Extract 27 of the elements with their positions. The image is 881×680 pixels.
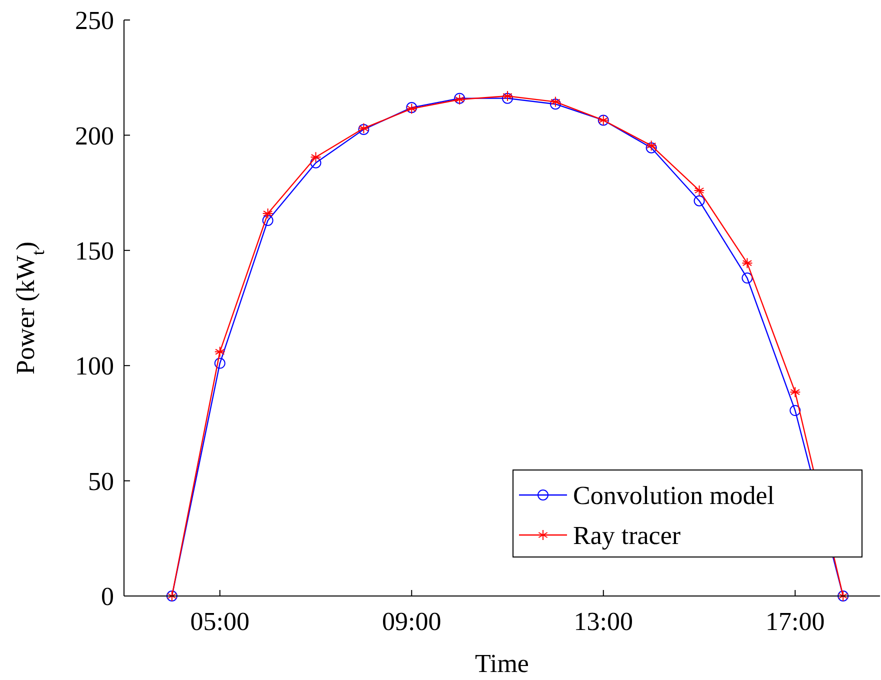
y-tick-label: 100: [75, 352, 114, 381]
point: [310, 157, 322, 168]
x-tick-label: 13:00: [574, 607, 634, 636]
y-tick-label: 50: [88, 466, 114, 496]
point: [214, 346, 226, 358]
y-tick-label: 150: [75, 236, 114, 266]
point: [742, 258, 753, 269]
point: [262, 214, 274, 226]
point: [550, 96, 561, 108]
x-tick-label: 09:00: [382, 607, 442, 636]
point: [790, 386, 801, 398]
x-tick-label: 05:00: [190, 607, 250, 636]
point: [262, 208, 274, 220]
point: [694, 195, 705, 206]
point: [742, 272, 753, 284]
point: [310, 152, 322, 163]
y-tick-label: 250: [75, 6, 114, 36]
point: [550, 98, 561, 110]
legend-label: Convolution model: [573, 481, 774, 510]
point: [214, 358, 226, 369]
legend-label: Ray tracer: [573, 521, 681, 550]
x-axis-title: Time: [475, 649, 529, 678]
y-tick-label: 0: [101, 582, 114, 612]
point: [790, 405, 801, 416]
x-tick-label: 17:00: [766, 607, 825, 636]
y-tick-label: 200: [75, 121, 114, 150]
point: [694, 184, 705, 196]
